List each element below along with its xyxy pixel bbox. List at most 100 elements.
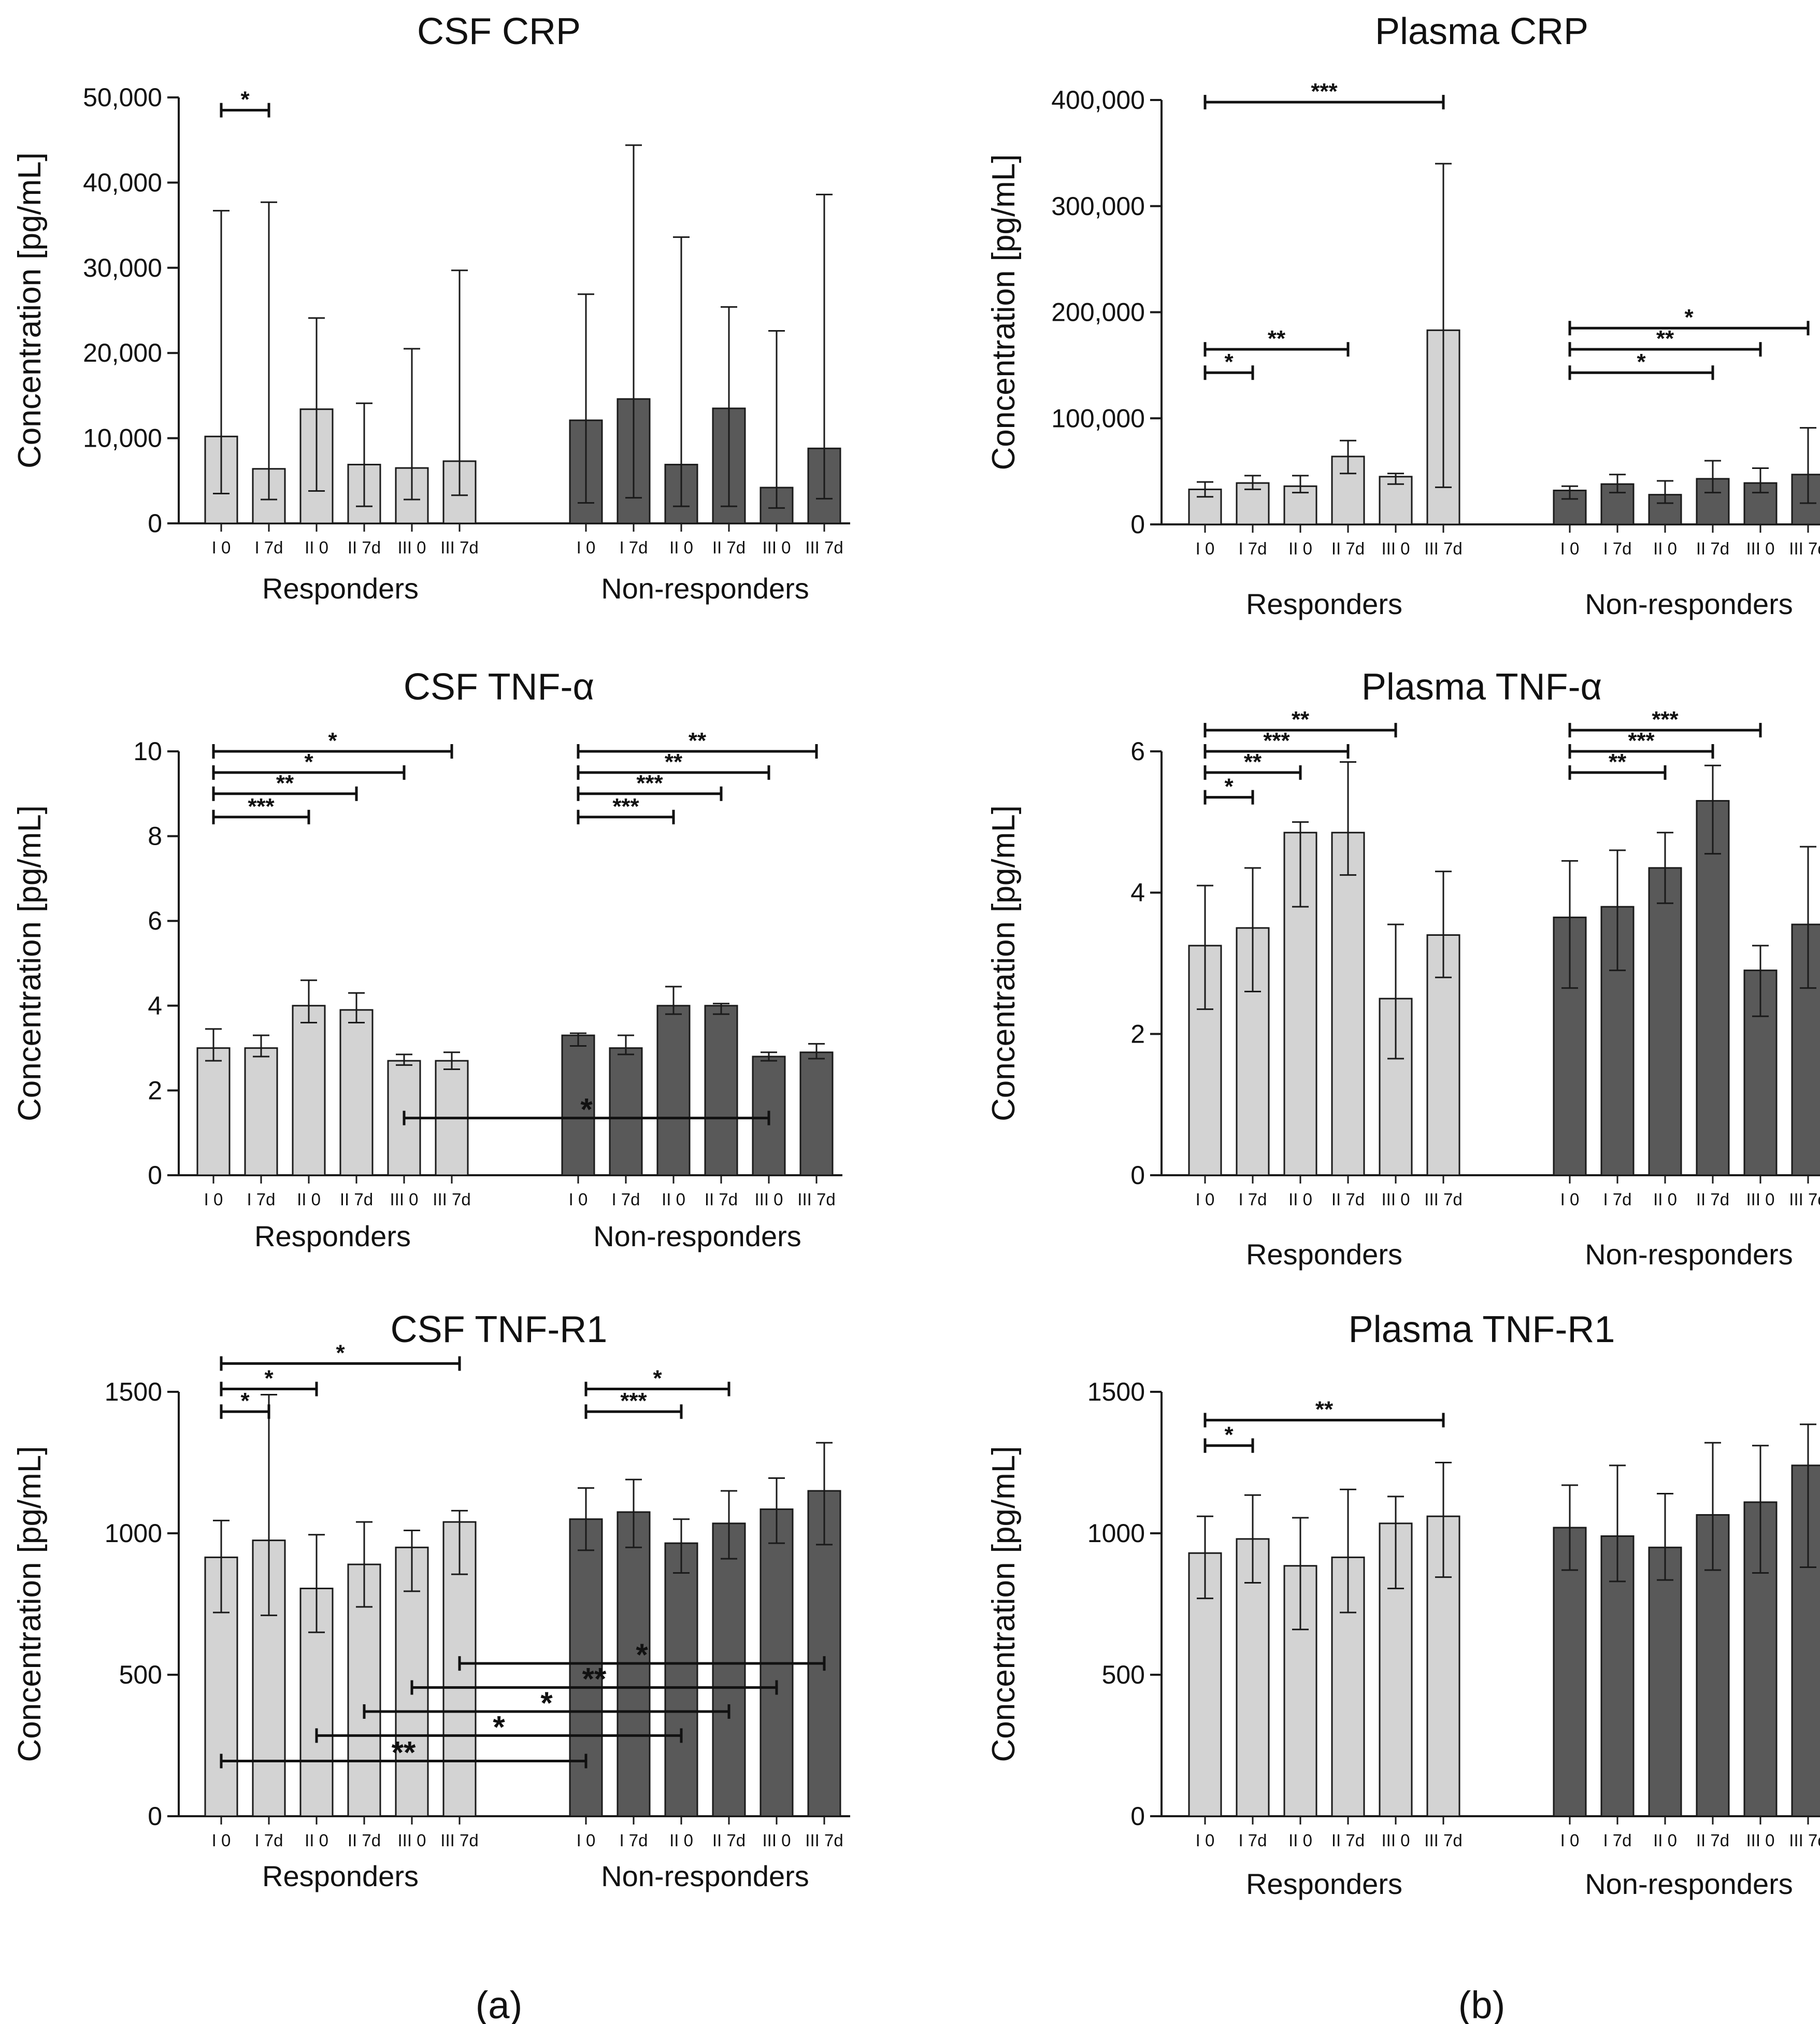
x-tick-label: II 7d: [1696, 1831, 1729, 1850]
y-tick-label: 30,000: [83, 253, 162, 282]
y-tick-label: 100,000: [1051, 404, 1145, 433]
y-axis-label: Concentration [pg/mL]: [12, 1446, 48, 1762]
y-tick-label: 1000: [1087, 1519, 1145, 1548]
y-tick-label: 0: [1130, 510, 1145, 539]
x-tick-label: III 7d: [1424, 1831, 1462, 1850]
bar: [292, 1005, 326, 1176]
chart-title: CSF TNF-R1: [391, 1309, 608, 1350]
bar: [1648, 867, 1682, 1176]
significance-label: **: [1315, 1397, 1334, 1422]
chart-csf-crp: CSF CRP Concentration [pg/mL] 0 10,000 20,00…: [12, 11, 850, 605]
x-tick-label: II 0: [1653, 539, 1677, 558]
x-tick-label: III 7d: [440, 1831, 478, 1850]
x-tick-label: I 0: [569, 1190, 588, 1209]
group-label: Responders: [262, 1860, 419, 1892]
group-label: Responders: [1246, 1868, 1402, 1900]
significance-label: *: [1684, 305, 1694, 330]
chart-csf-tnfr1: CSF TNF-R1 Concentration [pg/mL] 0 500 1000 1…: [12, 1309, 850, 1892]
x-tick-label: I 0: [1560, 1190, 1580, 1209]
significance-label: **: [1609, 749, 1627, 775]
chart-title: Plasma CRP: [1375, 11, 1588, 52]
significance-label: **: [582, 1662, 607, 1697]
bar: [1791, 923, 1820, 1176]
bar: [196, 1047, 231, 1176]
significance-label: *: [493, 1709, 505, 1744]
x-tick-label: II 7d: [348, 538, 381, 557]
x-tick-label: III 7d: [1424, 539, 1462, 558]
x-tick-label: I 0: [1560, 1831, 1580, 1850]
bar: [799, 1051, 834, 1176]
significance-label: *: [1224, 1422, 1234, 1448]
x-tick-label: II 7d: [1331, 1190, 1365, 1209]
x-tick-label: I 7d: [1603, 1831, 1631, 1850]
chart-title: Plasma TNF-R1: [1349, 1309, 1615, 1350]
significance-label: ***: [248, 794, 275, 819]
bar: [1236, 1538, 1270, 1817]
x-tick-label: I 0: [1560, 539, 1580, 558]
x-tick-label: I 7d: [619, 538, 648, 557]
bar: [1331, 832, 1365, 1176]
group-label: Responders: [262, 572, 419, 605]
figure-label-b: (b): [1458, 1984, 1505, 2024]
y-axis-label: Concentration [pg/mL]: [12, 152, 48, 468]
y-tick-label: 20,000: [83, 338, 162, 367]
y-tick-label: 6: [148, 906, 162, 935]
x-tick-label: III 0: [1381, 1190, 1410, 1209]
bar: [712, 1522, 746, 1817]
x-tick-label: I 7d: [1238, 539, 1267, 558]
x-tick-label: I 7d: [611, 1190, 640, 1209]
x-tick-label: III 7d: [433, 1190, 470, 1209]
significance-label: *: [1224, 774, 1234, 800]
x-tick-label: III 0: [397, 538, 426, 557]
bar: [664, 1542, 698, 1817]
x-tick-label: III 0: [390, 1190, 418, 1209]
x-tick-label: II 7d: [705, 1190, 738, 1209]
x-tick-label: II 0: [305, 538, 328, 557]
x-tick-label: II 7d: [712, 1831, 746, 1850]
y-tick-label: 300,000: [1051, 192, 1145, 221]
significance-label: *: [328, 728, 337, 753]
y-axis-label: Concentration [pg/mL]: [12, 805, 48, 1121]
significance-label: ***: [1652, 707, 1679, 732]
significance-label: ***: [1263, 728, 1290, 753]
significance-label: *: [1224, 349, 1234, 375]
y-tick-label: 200,000: [1051, 298, 1145, 327]
group-label: Non-responders: [1585, 1868, 1793, 1900]
y-tick-label: 500: [119, 1660, 162, 1689]
x-tick-label: II 0: [1288, 1831, 1312, 1850]
significance-label: *: [240, 1388, 250, 1414]
x-tick-label: II 0: [1288, 1190, 1312, 1209]
significance-label: *: [653, 1366, 662, 1391]
group-label: Non-responders: [601, 572, 809, 605]
x-tick-label: I 7d: [1603, 1190, 1631, 1209]
y-tick-label: 0: [148, 509, 162, 538]
group-label: Non-responders: [593, 1220, 801, 1252]
significance-label: *: [304, 749, 313, 775]
x-tick-label: III 0: [1746, 1190, 1774, 1209]
y-tick-label: 4: [148, 991, 162, 1020]
x-tick-label: II 0: [669, 538, 693, 557]
y-tick-label: 400,000: [1051, 85, 1145, 115]
bar: [244, 1047, 278, 1176]
x-tick-label: III 0: [1381, 1831, 1410, 1850]
y-tick-label: 10,000: [83, 424, 162, 453]
bar: [656, 1005, 691, 1176]
group-label: Non-responders: [601, 1860, 809, 1892]
x-tick-label: III 7d: [1789, 1831, 1820, 1850]
x-tick-label: II 7d: [1696, 539, 1729, 558]
y-tick-label: 1500: [1087, 1377, 1145, 1406]
x-tick-label: III 0: [762, 538, 791, 557]
significance-label: *: [1637, 349, 1646, 375]
significance-label: *: [336, 1340, 345, 1365]
x-tick-label: III 7d: [440, 538, 478, 557]
x-tick-label: I 7d: [254, 538, 283, 557]
group-label: Non-responders: [1585, 588, 1793, 620]
y-tick-label: 4: [1130, 878, 1145, 907]
x-tick-label: III 7d: [1424, 1190, 1462, 1209]
x-tick-label: I 0: [1196, 539, 1215, 558]
bar: [1331, 1556, 1365, 1817]
y-tick-label: 2: [148, 1076, 162, 1105]
y-tick-label: 40,000: [83, 168, 162, 197]
y-tick-label: 8: [148, 822, 162, 851]
bar: [1696, 800, 1730, 1176]
